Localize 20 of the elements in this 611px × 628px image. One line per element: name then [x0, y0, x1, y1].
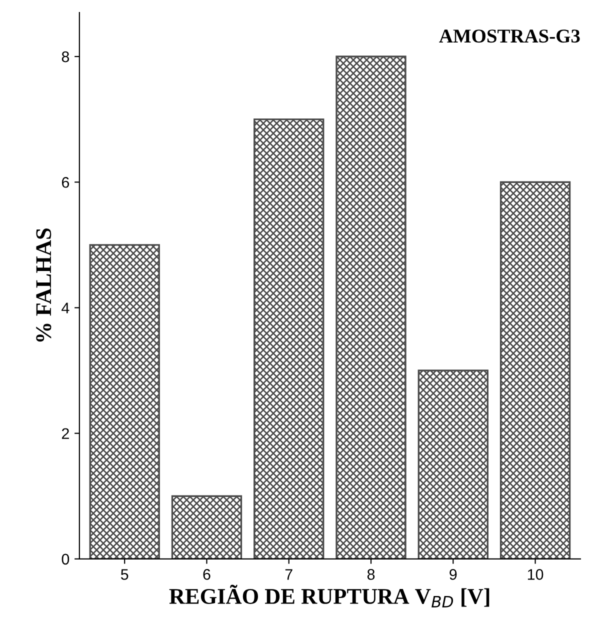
x-axis-title: REGIÃO DE RUPTURA V$_{BD}$ [V] [169, 584, 490, 608]
text: AMOSTRAS-G3 [439, 30, 580, 43]
bar [171, 495, 242, 559]
x-tick-label: 10 [528, 569, 544, 580]
y-tick-label: 8 [62, 51, 70, 62]
bar [89, 244, 160, 559]
bar [418, 370, 488, 559]
bar [254, 118, 324, 559]
y-tick-label: 6 [62, 176, 70, 188]
y-tick-label: 2 [62, 428, 69, 439]
x-tick-label: 7 [285, 569, 292, 580]
x-tick-label: 8 [367, 569, 375, 580]
y-tick-label: 0 [62, 554, 70, 565]
bar [500, 181, 571, 559]
x-tick-label: 9 [450, 569, 457, 580]
x-tick-label: 5 [120, 569, 128, 580]
bar [336, 56, 406, 559]
y-tick-label: 4 [62, 302, 70, 314]
y-axis-title: % FALHAS [36, 228, 52, 342]
x-tick-label: 6 [203, 569, 210, 580]
